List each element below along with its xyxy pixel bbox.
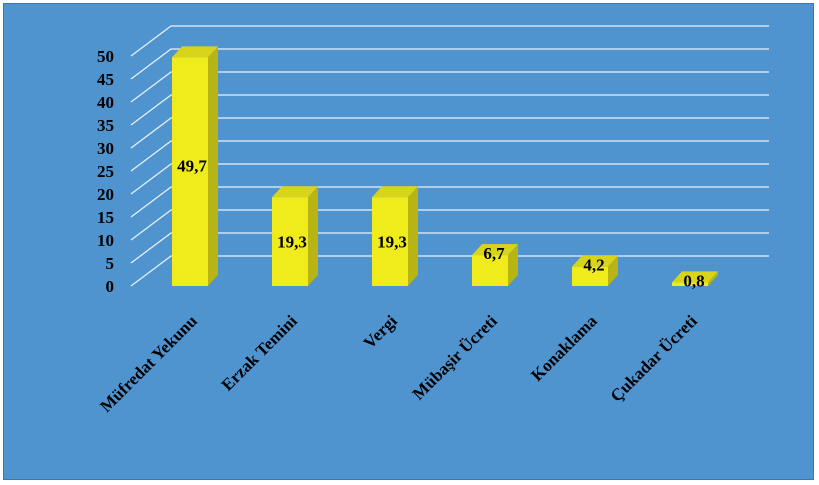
data-label: 0,8 [683, 271, 704, 290]
bar [272, 186, 318, 286]
gridline [130, 209, 769, 241]
bar-side [408, 186, 418, 286]
bar-side [708, 271, 718, 286]
gridline [130, 255, 769, 287]
category-label: Mübaşir Ücreti [409, 311, 501, 403]
bar-front [372, 197, 408, 286]
data-label: 19,3 [377, 233, 407, 252]
bar-side [608, 255, 618, 286]
bar-side [208, 46, 218, 286]
gridline [130, 186, 769, 218]
x-axis-categories: Müfredat Yekunu Erzak Temini Vergi Mübaşir … [96, 311, 701, 416]
category-label: Konaklama [527, 311, 601, 385]
bars [172, 46, 718, 286]
data-label: 4,2 [583, 256, 604, 275]
bar-front [572, 266, 608, 286]
bar-chart: 0 5 10 15 20 25 30 35 40 45 50 49,7 19,3 19,3 6,7 4,2 0… [96, 25, 769, 416]
y-tick-label: 40 [97, 93, 114, 112]
y-tick-label: 25 [97, 162, 114, 181]
chart-area: 0 5 10 15 20 25 30 35 40 45 50 49,7 19,3 19,3 6,7 4,2 0… [3, 3, 814, 480]
gridline [130, 48, 769, 80]
y-tick-label: 30 [97, 139, 114, 158]
y-tick-label: 50 [97, 47, 114, 66]
bar [472, 244, 518, 286]
gridline [130, 94, 769, 126]
category-label: Müfredat Yekunu [96, 311, 201, 416]
bar [172, 46, 218, 286]
y-tick-label: 45 [97, 70, 114, 89]
y-tick-label: 15 [97, 208, 114, 227]
data-label: 19,3 [277, 233, 307, 252]
category-label: Vergi [360, 311, 401, 352]
bar-front [272, 197, 308, 286]
bar [572, 255, 618, 286]
bar-front [672, 282, 708, 286]
bar-top [472, 244, 518, 256]
gridline [130, 163, 769, 195]
gridline [130, 25, 769, 57]
data-label: 6,7 [483, 244, 505, 263]
data-label: 49,7 [177, 157, 207, 176]
bar-front [472, 255, 508, 286]
bar-side [508, 244, 518, 286]
y-tick-label: 5 [106, 254, 115, 273]
category-label: Erzak Temini [218, 311, 301, 394]
bar-top [572, 255, 618, 267]
gridline [130, 117, 769, 149]
gridlines [130, 25, 769, 287]
data-labels: 49,7 19,3 19,3 6,7 4,2 0,8 [177, 157, 705, 291]
bar-top [172, 46, 218, 58]
y-tick-label: 10 [97, 231, 114, 250]
gridline [130, 140, 769, 172]
bar-top [372, 186, 418, 198]
y-axis: 0 5 10 15 20 25 30 35 40 45 50 [97, 47, 114, 296]
bar-top [272, 186, 318, 198]
gridline [130, 232, 769, 264]
gridline [130, 71, 769, 103]
bar-front [172, 57, 208, 286]
bar [672, 271, 718, 286]
bar-top [672, 271, 718, 283]
y-tick-label: 0 [106, 277, 115, 296]
bar [372, 186, 418, 286]
category-label: Çukadar Ücreti [607, 311, 701, 405]
y-tick-label: 20 [97, 185, 114, 204]
bar-side [308, 186, 318, 286]
y-tick-label: 35 [97, 116, 114, 135]
